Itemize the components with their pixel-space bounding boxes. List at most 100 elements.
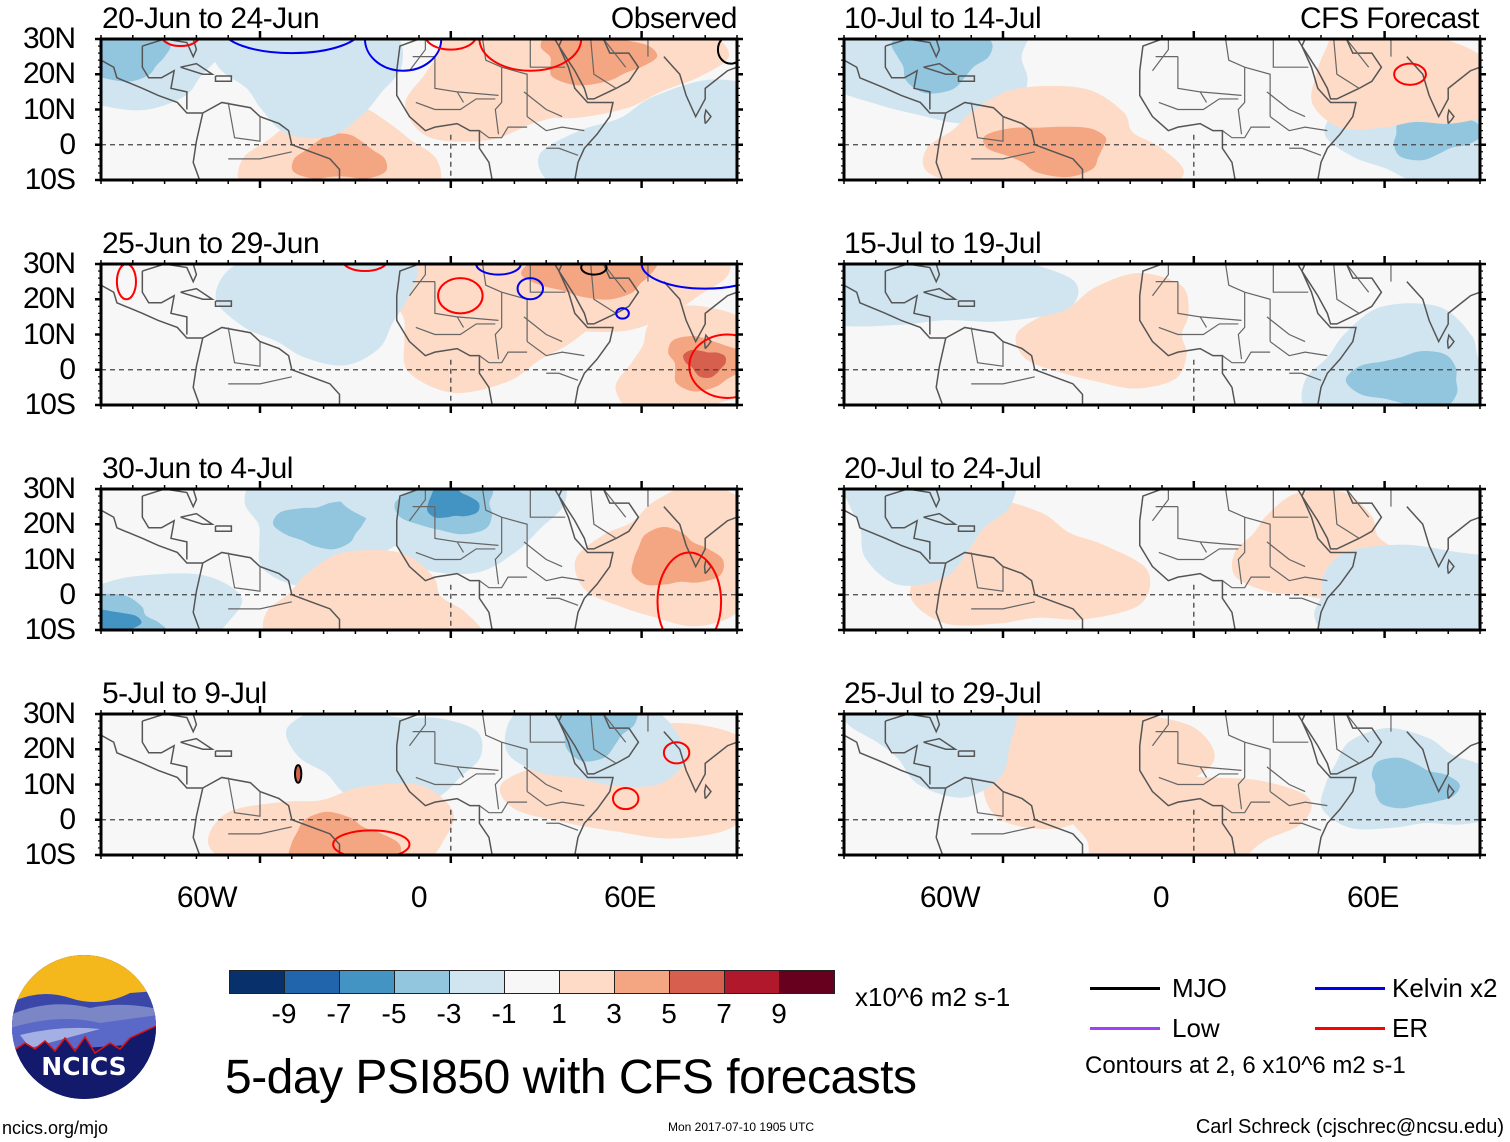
country-border — [1266, 91, 1306, 118]
coastline — [1406, 39, 1480, 119]
negative-anomaly-region — [206, 39, 404, 139]
country-border — [1333, 39, 1360, 89]
colorbar-tick-label: 9 — [771, 998, 787, 1029]
coastline — [202, 101, 341, 180]
country-border — [408, 714, 426, 747]
country-border — [1200, 91, 1242, 96]
panel-title: 30-Jun to 4-Jul — [102, 452, 293, 485]
coastline — [214, 750, 233, 758]
country-border — [1225, 39, 1271, 117]
country-border — [457, 91, 499, 96]
country-border — [415, 548, 496, 561]
country-border — [1333, 714, 1360, 764]
lat-tick-label: 10N — [22, 767, 76, 801]
country-border — [590, 39, 617, 89]
coastline — [923, 287, 958, 300]
map-panel-observed-3 — [95, 481, 743, 638]
positive-anomaly-region — [1057, 774, 1312, 855]
country-border — [1237, 67, 1246, 135]
colorbar-swatch — [669, 970, 725, 994]
country-border — [408, 264, 426, 297]
positive-anomaly-peak — [683, 349, 727, 379]
coastline — [957, 300, 976, 308]
negative-anomaly-peak — [427, 489, 480, 518]
coastline — [663, 264, 737, 344]
colorbar-swatch — [394, 970, 450, 994]
er-contour — [1393, 62, 1427, 86]
map-panel-observed-4 — [95, 706, 743, 863]
coastline — [214, 300, 233, 308]
country-border — [546, 822, 579, 831]
country-border — [457, 541, 499, 546]
coastline — [558, 714, 640, 775]
colorbar-tick-label: -7 — [326, 998, 352, 1029]
country-border — [228, 151, 292, 160]
coastline — [214, 525, 233, 533]
kelvin-x2-contour — [475, 264, 522, 276]
country-border — [1345, 264, 1370, 293]
country-border — [523, 91, 563, 118]
coastline — [935, 562, 947, 630]
country-border — [1289, 822, 1322, 831]
country-border — [1333, 264, 1360, 314]
lat-tick-label: 30N — [22, 472, 76, 505]
country-border — [1269, 791, 1328, 807]
country-border — [526, 341, 585, 357]
ncics-logo: NCICS — [12, 955, 156, 1099]
country-border — [1269, 566, 1328, 582]
kelvin-legend-label: Kelvin x2 — [1392, 973, 1498, 1003]
country-border — [434, 506, 465, 553]
country-border — [1177, 506, 1208, 553]
country-border — [1158, 323, 1239, 336]
colorbar-swatch — [559, 970, 615, 994]
coastline — [101, 734, 203, 789]
country-border — [523, 766, 563, 793]
coastline — [884, 46, 931, 110]
country-border — [971, 151, 1035, 160]
coastline — [935, 787, 947, 855]
country-border — [529, 264, 566, 293]
panel-title: 25-Jul to 29-Jul — [844, 677, 1042, 710]
coastline — [180, 62, 215, 75]
coastline — [192, 337, 204, 405]
country-border — [529, 489, 566, 518]
coastline — [703, 108, 712, 125]
country-border — [494, 292, 503, 360]
lat-tick-label: 10S — [24, 613, 76, 646]
country-border — [415, 98, 496, 111]
positive-anomaly-core — [521, 264, 658, 300]
lat-tick-label: 0 — [59, 802, 76, 836]
coastline — [1406, 264, 1480, 344]
er-contour — [425, 39, 477, 51]
country-border — [970, 102, 1004, 142]
country-border — [228, 601, 292, 610]
lat-tick-label: 10S — [24, 163, 76, 196]
coastline — [945, 101, 1084, 180]
coastline — [180, 737, 215, 750]
footer-url[interactable]: ncics.org/mjo — [2, 1118, 109, 1138]
country-border — [602, 714, 627, 743]
country-border — [227, 327, 261, 367]
logo-text: NCICS — [41, 1052, 126, 1081]
coastline — [945, 326, 1084, 405]
country-border — [434, 731, 465, 778]
coastline — [395, 264, 614, 405]
lon-tick-label: 60W — [176, 881, 238, 914]
country-border — [434, 56, 465, 103]
country-border — [1200, 541, 1242, 546]
coastline — [141, 271, 188, 335]
coastline — [141, 46, 188, 110]
coastline — [884, 721, 931, 785]
negative-anomaly-core — [554, 714, 638, 762]
country-border — [494, 517, 503, 585]
mjo-contour — [716, 39, 737, 65]
colorbar-swatch — [779, 970, 835, 994]
country-border — [415, 323, 496, 336]
coastline — [395, 489, 614, 630]
coastline — [844, 509, 946, 564]
country-border — [479, 576, 528, 589]
coastline — [844, 59, 946, 114]
country-border — [546, 597, 579, 606]
map-panel-forecast-1 — [838, 31, 1486, 188]
country-border — [1177, 731, 1208, 778]
